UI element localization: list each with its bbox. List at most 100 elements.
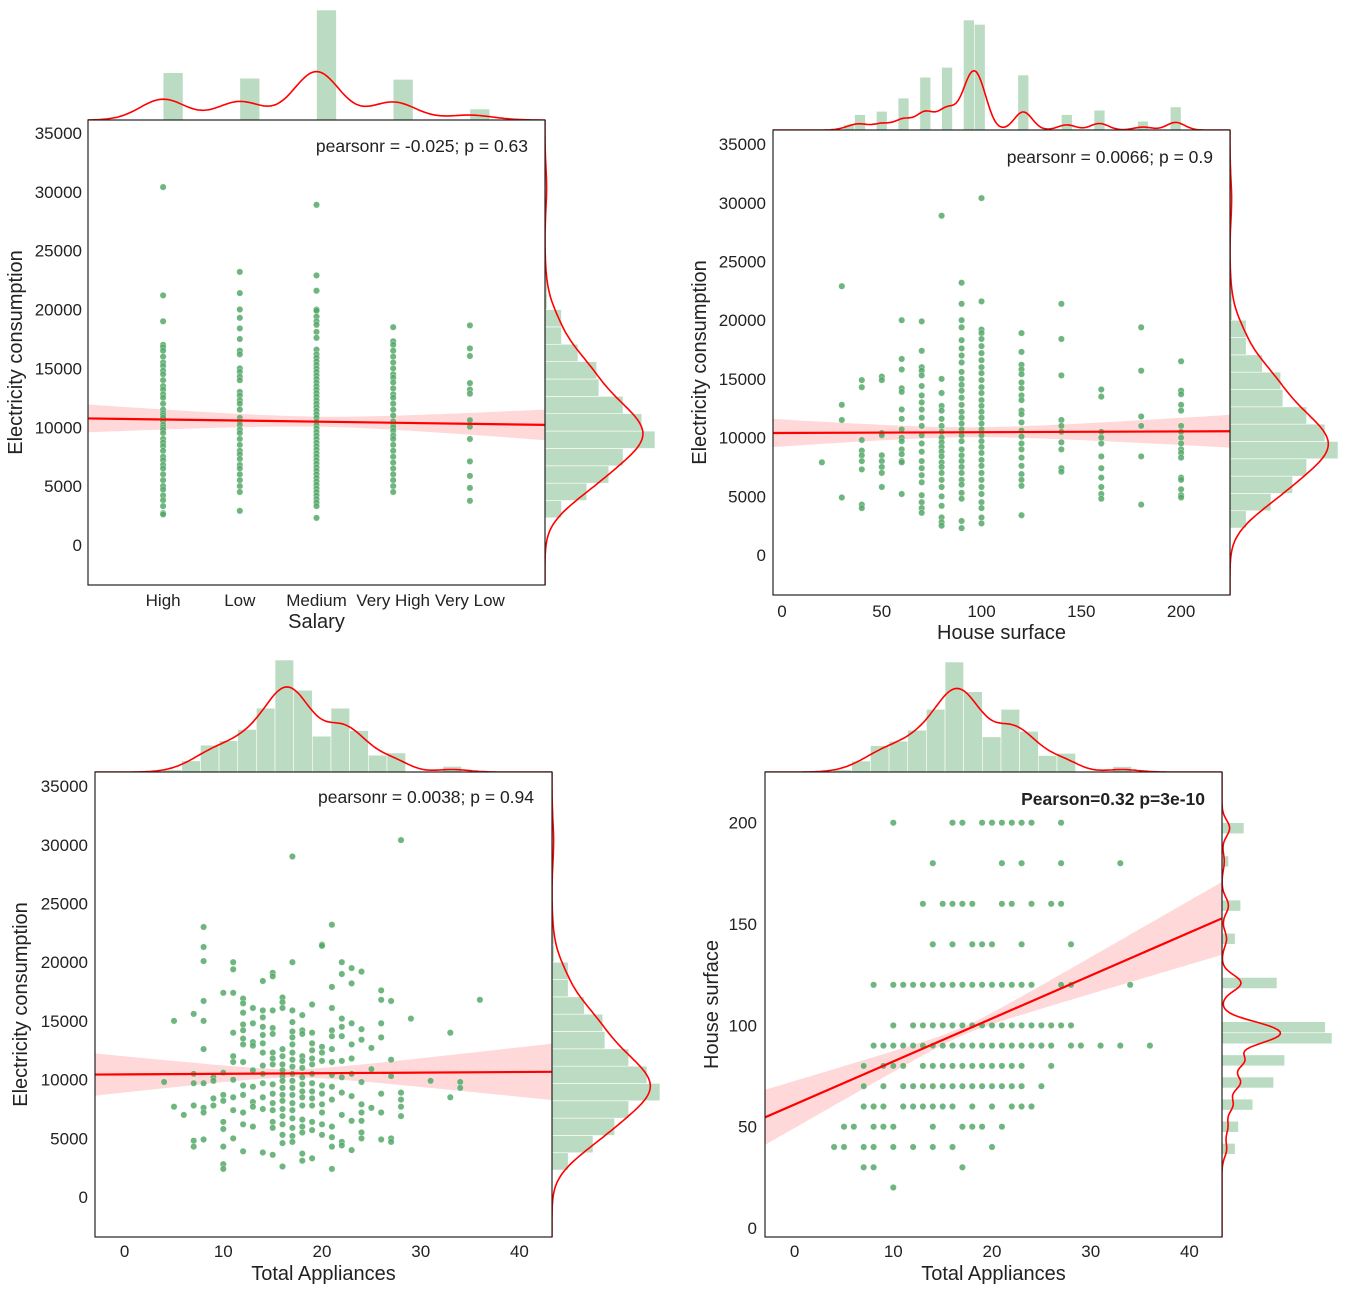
p4-scatter-point [1018, 1062, 1025, 1070]
p4-scatter-point [909, 981, 917, 989]
p4-scatter-point [1047, 1042, 1055, 1049]
p3-scatter-point [279, 1061, 286, 1068]
p3-scatter-point [259, 1093, 267, 1101]
p1-scatter-point [236, 306, 244, 313]
p1-top-hist-bar [316, 9, 337, 121]
p3-scatter-point [269, 1090, 277, 1098]
p3-scatter-point [219, 1097, 227, 1105]
p3-scatter-point [338, 1089, 346, 1096]
p3-scatter-point [279, 1084, 286, 1092]
p2-right-hist-bar [1229, 337, 1247, 356]
p2-scatter-point [958, 375, 965, 383]
p2-scatter-point [918, 318, 926, 325]
p2-scatter-point [1177, 485, 1185, 493]
p4-scatter-point [1057, 819, 1065, 827]
p1-scatter-point [389, 323, 397, 331]
p1-scatter-point [389, 341, 397, 349]
p1-scatter-point [389, 441, 397, 449]
p2-scatter-point [1058, 446, 1065, 453]
p2-scatter-point [958, 420, 965, 427]
p2-scatter-point [1177, 476, 1185, 484]
p3-ytick-label: 10000 [41, 1071, 88, 1090]
p1-scatter-point [389, 347, 397, 355]
p2-scatter-point [918, 422, 926, 430]
p2-scatter-point [1018, 419, 1025, 426]
p2-scatter-point [918, 509, 926, 517]
p2-scatter-point [918, 491, 926, 499]
p4-right-hist-bar [1221, 1143, 1236, 1155]
p3-scatter-point [229, 1076, 237, 1084]
p2-scatter-point [958, 451, 965, 459]
p4-scatter-point [998, 1042, 1006, 1049]
p3-scatter-point [318, 1049, 326, 1056]
p3-scatter-point [190, 1079, 198, 1087]
p2-scatter-point [958, 495, 965, 503]
p4-scatter-point [949, 1042, 956, 1049]
p1-ytick-label: 35000 [35, 124, 82, 143]
p1-marginal-right [544, 120, 656, 585]
p2-scatter-point [978, 414, 985, 422]
p1-scatter-point [236, 289, 244, 297]
p2-top-hist-bar [1017, 74, 1030, 131]
p4-scatter-point [929, 1143, 937, 1151]
p1-ytick-label: 30000 [35, 183, 82, 202]
p1-scatter-point [466, 322, 474, 329]
p4-scatter-point [870, 1123, 877, 1131]
p3-scatter-point [338, 958, 346, 966]
p2-scatter-point [958, 387, 965, 395]
p2-scatter-point [1058, 438, 1065, 446]
p3-scatter-point [328, 1032, 336, 1040]
p2-scatter-point [1137, 323, 1145, 331]
p3-scatter-point [348, 980, 355, 987]
p2-scatter-point [898, 490, 906, 498]
p4-scatter-point [949, 1062, 956, 1070]
p3-scatter-point [377, 1034, 385, 1041]
p2-scatter-point [1097, 393, 1105, 400]
p3-scatter-point [259, 1014, 267, 1021]
p2-jointplot: 0 5000 10000 15000 20000 25000 30000 35000 0 50 10… [689, 19, 1339, 644]
p2-scatter-point [898, 415, 906, 423]
p4-scatter-point [978, 940, 986, 948]
p3-scatter-point [249, 1004, 257, 1012]
p2-scatter-point [978, 408, 985, 416]
p3-scatter-point [328, 921, 336, 929]
p1-scatter-point [466, 497, 474, 505]
p4-scatter-point [949, 1082, 956, 1090]
p4-scatter-point [998, 1082, 1006, 1090]
p2-scatter-point [1058, 422, 1065, 430]
p3-scatter-point [269, 1151, 277, 1159]
p4-scatter-point [968, 1123, 976, 1131]
p3-scatter-point [249, 1103, 257, 1111]
p2-scatter-point [1177, 390, 1185, 398]
p2-scatter-point [978, 402, 985, 410]
p3-scatter-point [289, 1077, 296, 1085]
p1-scatter-point [389, 400, 397, 408]
p1-scatter-point [159, 370, 167, 378]
p3-scatter-point [219, 1125, 227, 1133]
p2-scatter-point [1097, 483, 1105, 491]
p2-right-hist-bar [1229, 441, 1339, 460]
p4-scatter-point [1008, 981, 1016, 989]
p2-correlation-annotation: pearsonr = 0.0066; p = 0.9 [1007, 147, 1213, 167]
p3-scatter-point [269, 1099, 277, 1107]
p4-scatter-point [1008, 1082, 1016, 1090]
p2-marginal-right [1229, 130, 1339, 595]
p3-scatter-point [318, 1043, 326, 1051]
p3-scatter-point [338, 970, 346, 978]
p2-right-hist-bar [1229, 354, 1263, 373]
p3-scatter-point [358, 1117, 365, 1125]
p3-scatter-point [338, 1057, 346, 1065]
p3-scatter-point [328, 983, 336, 991]
p4-plot-area [765, 772, 1222, 1237]
p4-scatter-point [840, 1123, 848, 1131]
p2-scatter-point [1097, 474, 1105, 481]
p2-xtick-label: 50 [872, 602, 891, 621]
p1-ytick-label: 25000 [35, 242, 82, 261]
p3-scatter-point [239, 1120, 247, 1128]
p4-ytick-label: 100 [729, 1016, 757, 1035]
p2-scatter-point [858, 466, 866, 473]
p4-scatter-point [988, 1143, 996, 1151]
p4-scatter-point [1047, 1022, 1055, 1029]
p3-top-hist-bar [293, 689, 313, 773]
p1-scatter-point [466, 390, 474, 398]
